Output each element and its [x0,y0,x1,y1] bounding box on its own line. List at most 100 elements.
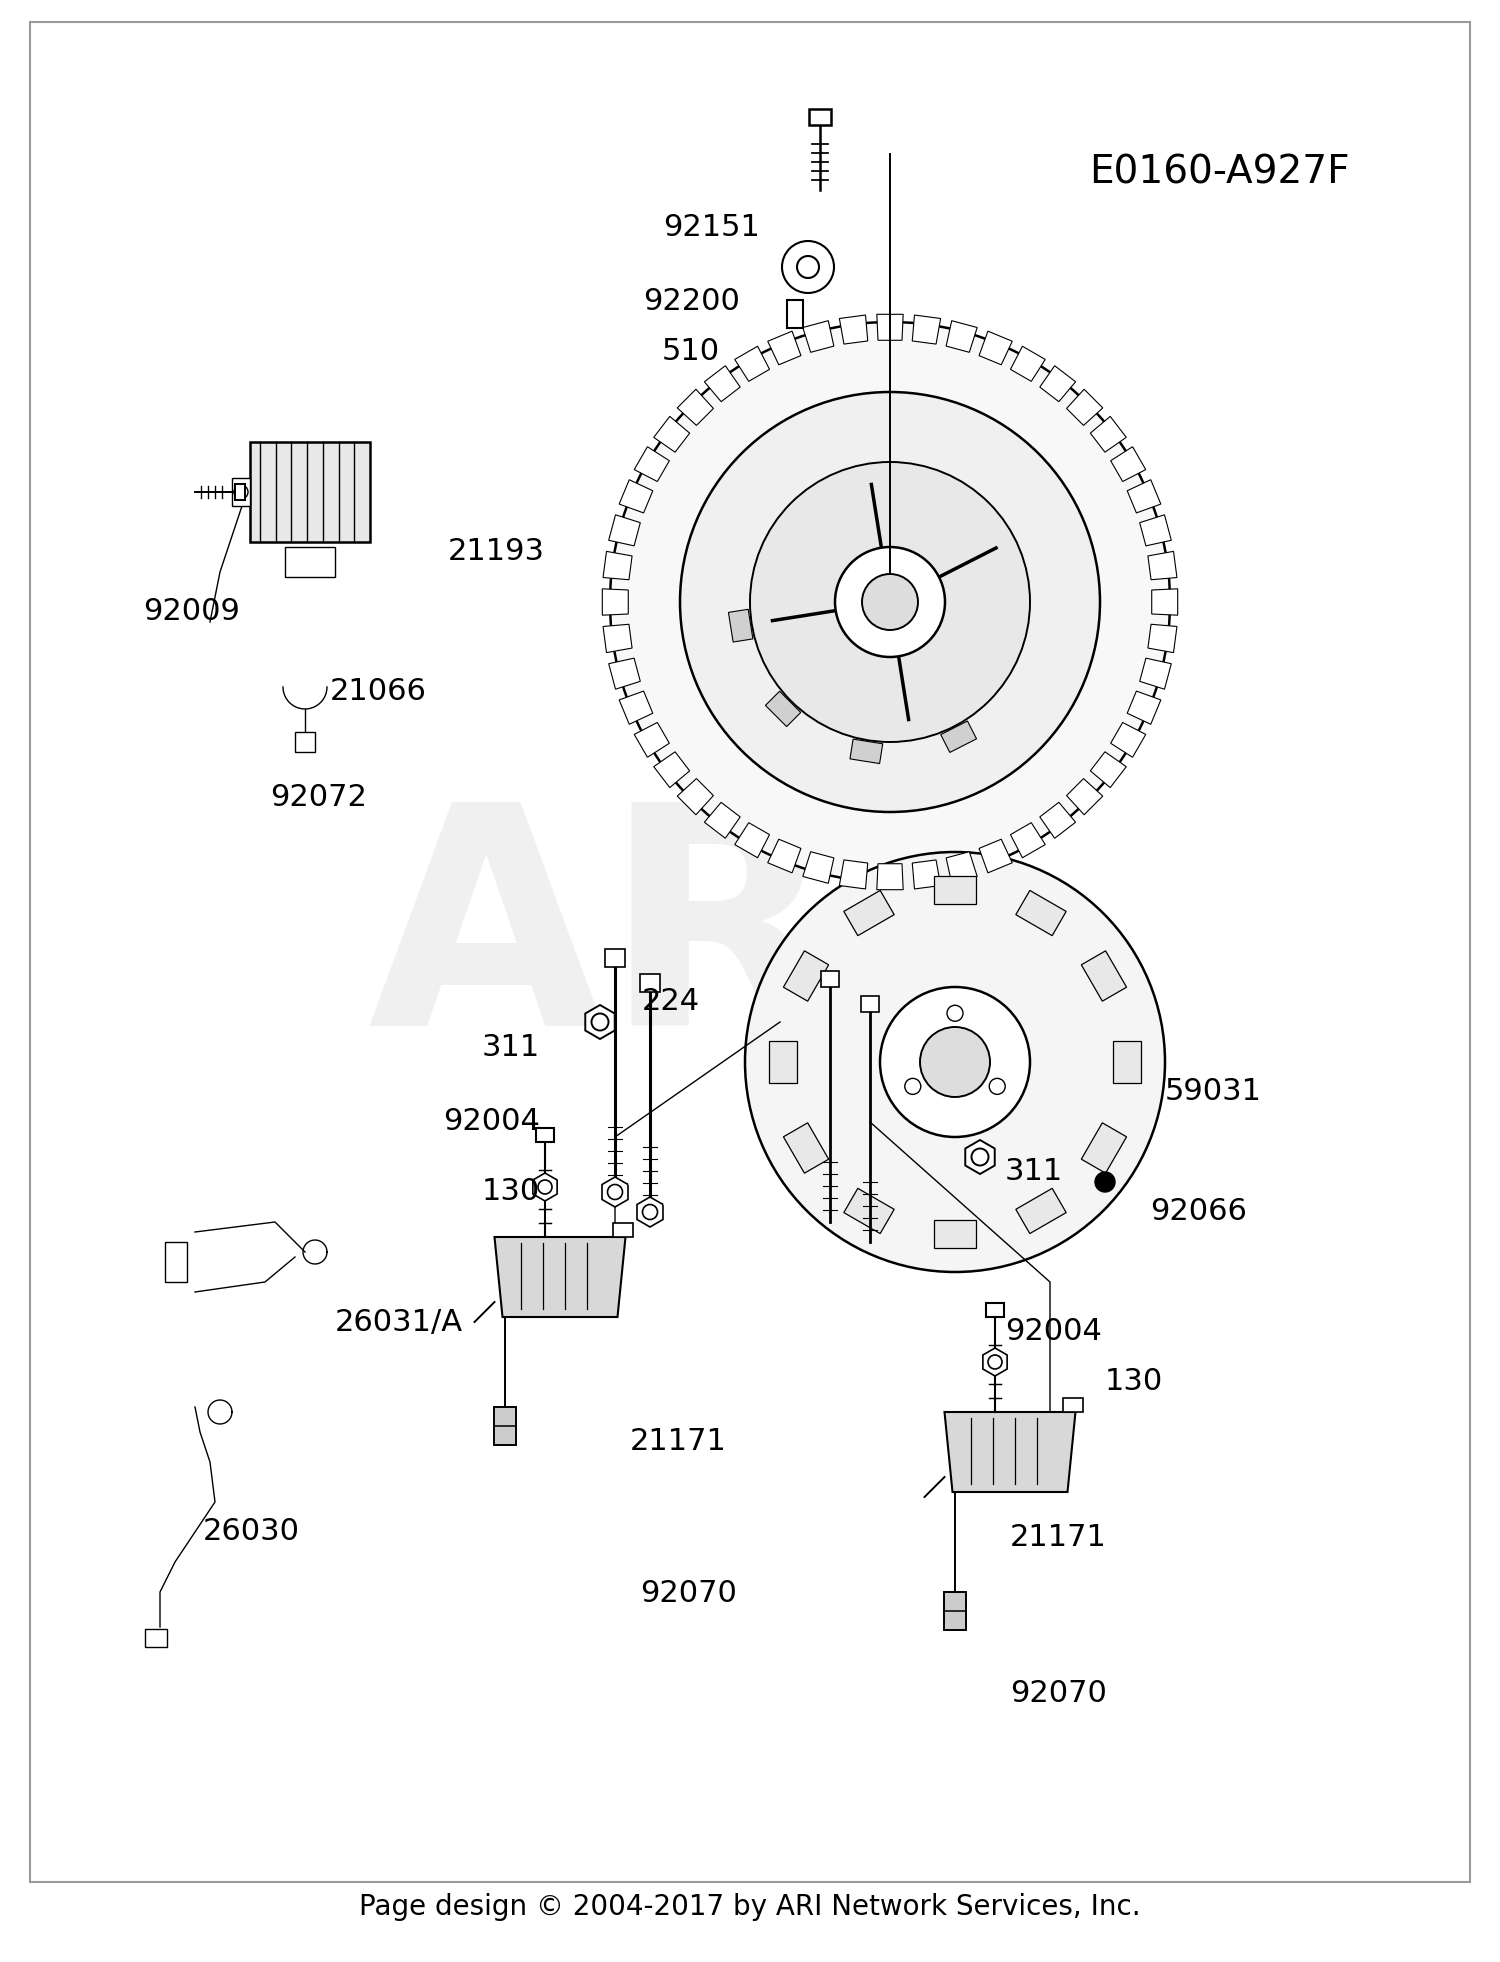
Circle shape [608,1185,622,1199]
Polygon shape [783,952,828,1001]
Circle shape [880,987,1031,1138]
Polygon shape [654,751,690,787]
Polygon shape [878,863,903,889]
Polygon shape [1140,514,1172,545]
Text: 92070: 92070 [640,1579,736,1609]
Polygon shape [844,1189,894,1234]
Circle shape [796,255,819,279]
Polygon shape [1016,891,1066,936]
Polygon shape [634,722,669,757]
Polygon shape [982,1348,1006,1375]
Circle shape [234,485,248,498]
Polygon shape [609,514,640,545]
Polygon shape [1110,447,1146,481]
Circle shape [988,1356,1002,1369]
Text: ARI: ARI [368,793,952,1091]
Polygon shape [1140,657,1172,689]
Polygon shape [1090,751,1126,787]
Polygon shape [1113,1042,1142,1083]
Polygon shape [603,589,628,616]
Polygon shape [1126,481,1161,512]
Polygon shape [634,447,669,481]
Polygon shape [912,316,940,343]
Polygon shape [609,657,640,689]
Bar [251,441,370,542]
Polygon shape [840,316,867,343]
Text: 92151: 92151 [663,212,760,241]
Polygon shape [986,1303,1004,1317]
Polygon shape [735,822,770,857]
Text: 130: 130 [1106,1368,1164,1397]
Polygon shape [536,1128,554,1142]
Text: 26030: 26030 [202,1517,300,1546]
Circle shape [972,1148,988,1165]
Polygon shape [770,1042,796,1083]
Polygon shape [620,481,652,512]
Text: 92004: 92004 [1005,1318,1102,1346]
Polygon shape [980,332,1012,365]
Text: 21066: 21066 [330,677,427,706]
Circle shape [538,1179,552,1195]
Polygon shape [729,610,753,642]
Circle shape [920,1026,990,1097]
Polygon shape [783,1122,828,1173]
Polygon shape [585,1005,615,1040]
Polygon shape [1148,624,1178,653]
Circle shape [642,1205,657,1220]
Polygon shape [654,416,690,451]
Polygon shape [946,320,976,353]
Polygon shape [944,1591,966,1630]
Polygon shape [236,485,244,500]
Bar [146,1628,166,1646]
Bar [861,997,879,1012]
Text: 21171: 21171 [630,1428,728,1456]
Polygon shape [676,779,714,814]
Polygon shape [1110,722,1146,757]
Polygon shape [1082,952,1126,1001]
Circle shape [904,1079,921,1095]
Circle shape [1095,1171,1114,1193]
Bar [788,300,802,328]
Polygon shape [802,852,834,883]
Text: 510: 510 [662,337,720,367]
Polygon shape [850,740,882,763]
Polygon shape [1011,345,1046,381]
Polygon shape [1040,365,1076,402]
Polygon shape [602,1177,628,1207]
Polygon shape [768,332,801,365]
Polygon shape [878,314,903,339]
Polygon shape [802,320,834,353]
Polygon shape [494,1407,516,1444]
Circle shape [750,461,1030,742]
Bar [604,950,625,967]
Polygon shape [912,859,940,889]
Text: 21171: 21171 [1010,1523,1107,1552]
Polygon shape [705,802,740,838]
Text: 130: 130 [482,1177,540,1207]
Text: E0160-A927F: E0160-A927F [1089,153,1350,190]
Text: 59031: 59031 [1166,1077,1262,1107]
Text: 224: 224 [642,987,700,1016]
Polygon shape [620,691,652,724]
Text: Page design © 2004-2017 by ARI Network Services, Inc.: Page design © 2004-2017 by ARI Network S… [358,1893,1142,1921]
Polygon shape [1016,1189,1066,1234]
Polygon shape [1011,822,1046,857]
Circle shape [988,1079,1005,1095]
Circle shape [836,547,945,657]
Text: 26031/A: 26031/A [334,1307,464,1336]
Bar [612,1222,633,1236]
Polygon shape [940,720,976,753]
Polygon shape [1082,1122,1126,1173]
Polygon shape [532,1173,556,1201]
Circle shape [591,1014,609,1030]
Bar [232,479,250,506]
Polygon shape [765,691,801,726]
Text: 311: 311 [1005,1158,1064,1187]
Circle shape [680,392,1100,812]
Circle shape [862,575,918,630]
Circle shape [946,1005,963,1022]
Text: 311: 311 [482,1032,540,1061]
Text: 92066: 92066 [1150,1197,1246,1226]
Polygon shape [1126,691,1161,724]
Polygon shape [840,859,867,889]
